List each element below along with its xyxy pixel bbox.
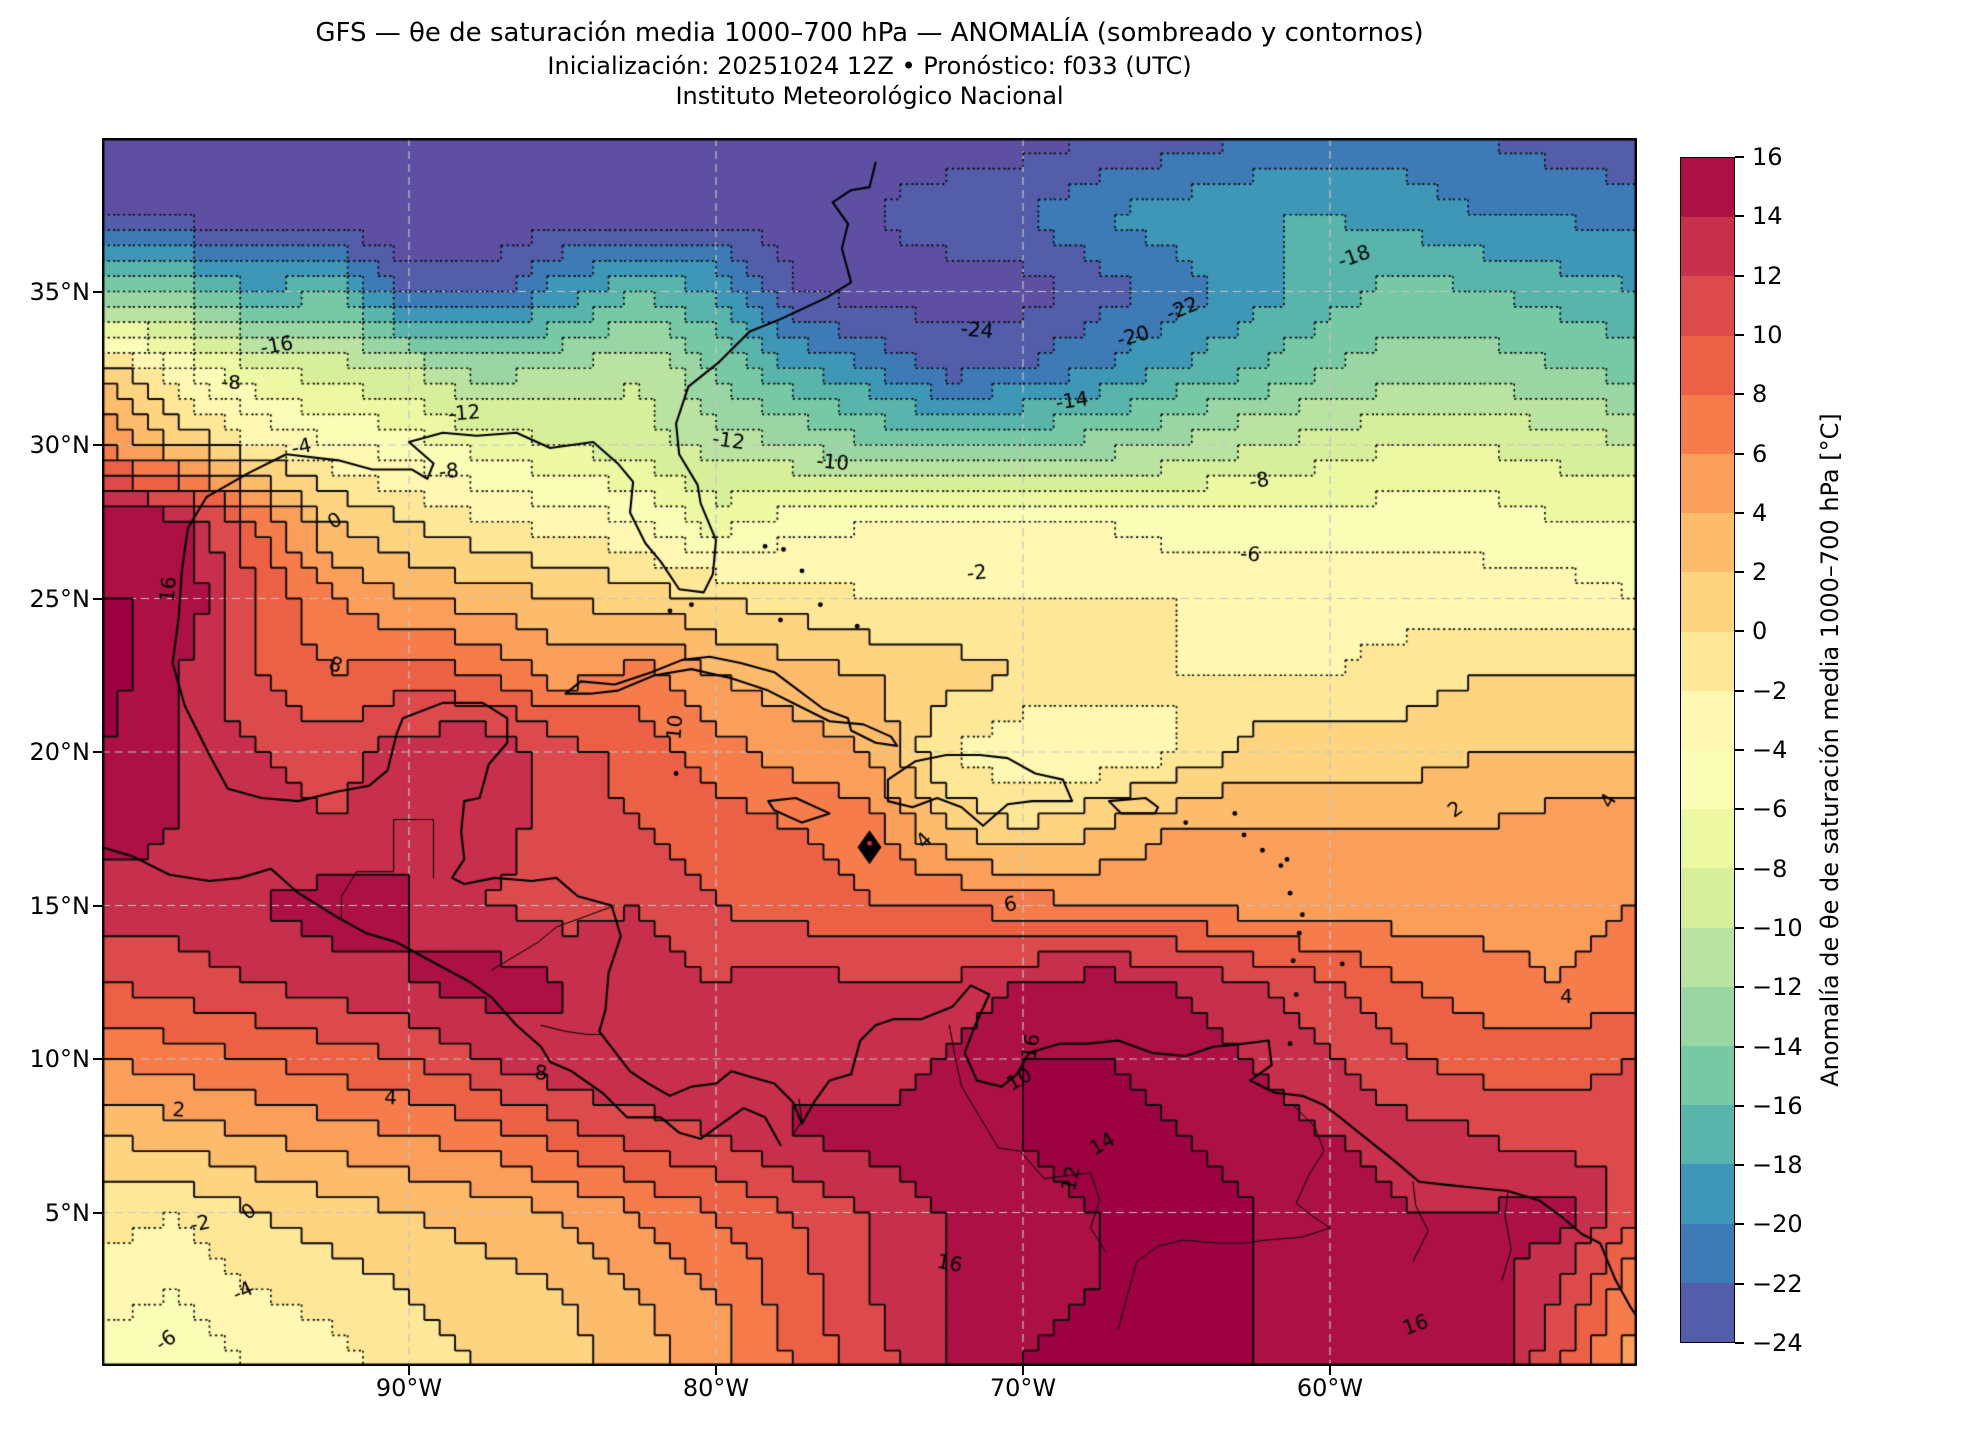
colorbar-tick-mark	[1735, 393, 1744, 396]
colorbar-tick-mark	[1735, 571, 1744, 574]
colorbar-segment	[1681, 1223, 1734, 1283]
y-tick-label: 15°N	[29, 891, 91, 920]
colorbar-tick-label: −20	[1752, 1210, 1803, 1239]
colorbar-tick-mark	[1735, 1342, 1744, 1344]
colorbar-tick-label: 4	[1752, 498, 1768, 527]
colorbar-tick-label: −12	[1752, 973, 1803, 1002]
colorbar-tick-label: 10	[1752, 320, 1783, 349]
colorbar-tick-mark	[1735, 511, 1744, 514]
colorbar-tick-mark	[1735, 215, 1744, 218]
y-tick-mark	[93, 444, 102, 446]
colorbar-segment	[1681, 454, 1734, 514]
colorbar-tick-mark	[1735, 808, 1744, 811]
colorbar-segment	[1681, 809, 1734, 869]
colorbar-tick-mark	[1735, 689, 1744, 692]
colorbar-segment	[1681, 927, 1734, 987]
colorbar-tick-mark	[1735, 333, 1744, 336]
colorbar-segment	[1681, 276, 1734, 336]
x-tick-label: 90°W	[375, 1374, 443, 1402]
colorbar-tick-mark	[1735, 452, 1744, 455]
y-tick-mark	[93, 751, 102, 753]
y-tick-mark	[93, 1058, 102, 1060]
colorbar-tick-mark	[1735, 986, 1744, 989]
colorbar-tick-mark	[1735, 926, 1744, 929]
colorbar-tick-mark	[1735, 749, 1744, 751]
x-tick-mark	[715, 1366, 717, 1375]
chart-subtitle-init-forecast: Inicialización: 20251024 12Z • Pronóstic…	[547, 51, 1192, 80]
colorbar-tick-mark	[1735, 156, 1744, 158]
colorbar-tick-label: 0	[1752, 617, 1768, 646]
colorbar-tick-label: 8	[1752, 380, 1768, 409]
colorbar-segment	[1681, 690, 1734, 751]
colorbar-tick-label: −8	[1752, 854, 1788, 883]
colorbar-segment	[1681, 513, 1734, 573]
colorbar-tick-label: 6	[1752, 439, 1768, 468]
colorbar-tick-label: −16	[1752, 1091, 1803, 1120]
y-tick-label: 5°N	[44, 1198, 90, 1227]
y-tick-mark	[93, 597, 102, 600]
colorbar-tick-label: 16	[1752, 143, 1783, 171]
x-tick-label: 70°W	[989, 1374, 1057, 1402]
colorbar-segment	[1681, 986, 1734, 1047]
colorbar-segment	[1681, 1105, 1734, 1165]
colorbar-segment	[1681, 1164, 1734, 1224]
colorbar-tick-label: 2	[1752, 558, 1768, 587]
colorbar-tick-label: −24	[1752, 1329, 1803, 1357]
colorbar-tick-label: 12	[1752, 261, 1783, 290]
x-tick-mark	[408, 1366, 410, 1375]
colorbar-segment	[1681, 1046, 1734, 1106]
colorbar-tick-mark	[1735, 630, 1744, 633]
colorbar-tick-mark	[1735, 867, 1744, 870]
colorbar-tick-label: −14	[1752, 1032, 1803, 1061]
x-tick-label: 80°W	[682, 1374, 750, 1402]
y-tick-label: 10°N	[29, 1045, 91, 1073]
y-tick-label: 25°N	[29, 584, 91, 613]
colorbar-segment	[1681, 631, 1734, 691]
x-tick-mark	[1329, 1366, 1331, 1375]
x-tick-mark	[1022, 1366, 1024, 1375]
colorbar-segment	[1681, 868, 1734, 928]
colorbar-tick-label: −4	[1752, 736, 1788, 764]
map-plot-area	[102, 138, 1637, 1366]
y-tick-label: 35°N	[29, 277, 91, 306]
colorbar	[1680, 157, 1735, 1343]
y-tick-label: 20°N	[29, 738, 91, 766]
colorbar-segment	[1681, 335, 1734, 395]
colorbar-segment	[1681, 1282, 1734, 1343]
colorbar-tick-label: −6	[1752, 795, 1788, 824]
colorbar-segment	[1681, 158, 1734, 218]
title-block: GFS — θe de saturación media 1000–700 hP…	[102, 18, 1637, 110]
colorbar-segment	[1681, 217, 1734, 277]
y-tick-mark	[93, 1211, 102, 1214]
chart-title: GFS — θe de saturación media 1000–700 hP…	[315, 18, 1424, 48]
colorbar-segment	[1681, 572, 1734, 632]
colorbar-tick-label: −10	[1752, 913, 1803, 942]
y-tick-mark	[93, 290, 102, 293]
colorbar-tick-label: 14	[1752, 202, 1783, 231]
x-tick-label: 60°W	[1296, 1374, 1364, 1402]
colorbar-tick-label: −2	[1752, 676, 1788, 705]
colorbar-tick-label: −22	[1752, 1269, 1803, 1298]
colorbar-tick-mark	[1735, 1164, 1744, 1167]
colorbar-tick-mark	[1735, 1104, 1744, 1107]
y-tick-mark	[93, 904, 102, 907]
colorbar-tick-mark	[1735, 274, 1744, 277]
chart-subtitle-institution: Instituto Meteorológico Nacional	[675, 81, 1064, 110]
colorbar-tick-label: −18	[1752, 1151, 1803, 1180]
colorbar-segment	[1681, 394, 1734, 455]
colorbar-tick-mark	[1735, 1282, 1744, 1285]
filled-contour-map-canvas	[102, 138, 1637, 1366]
colorbar-tick-mark	[1735, 1223, 1744, 1226]
colorbar-segment	[1681, 750, 1734, 810]
y-tick-label: 30°N	[29, 431, 91, 459]
colorbar-tick-mark	[1735, 1045, 1744, 1048]
